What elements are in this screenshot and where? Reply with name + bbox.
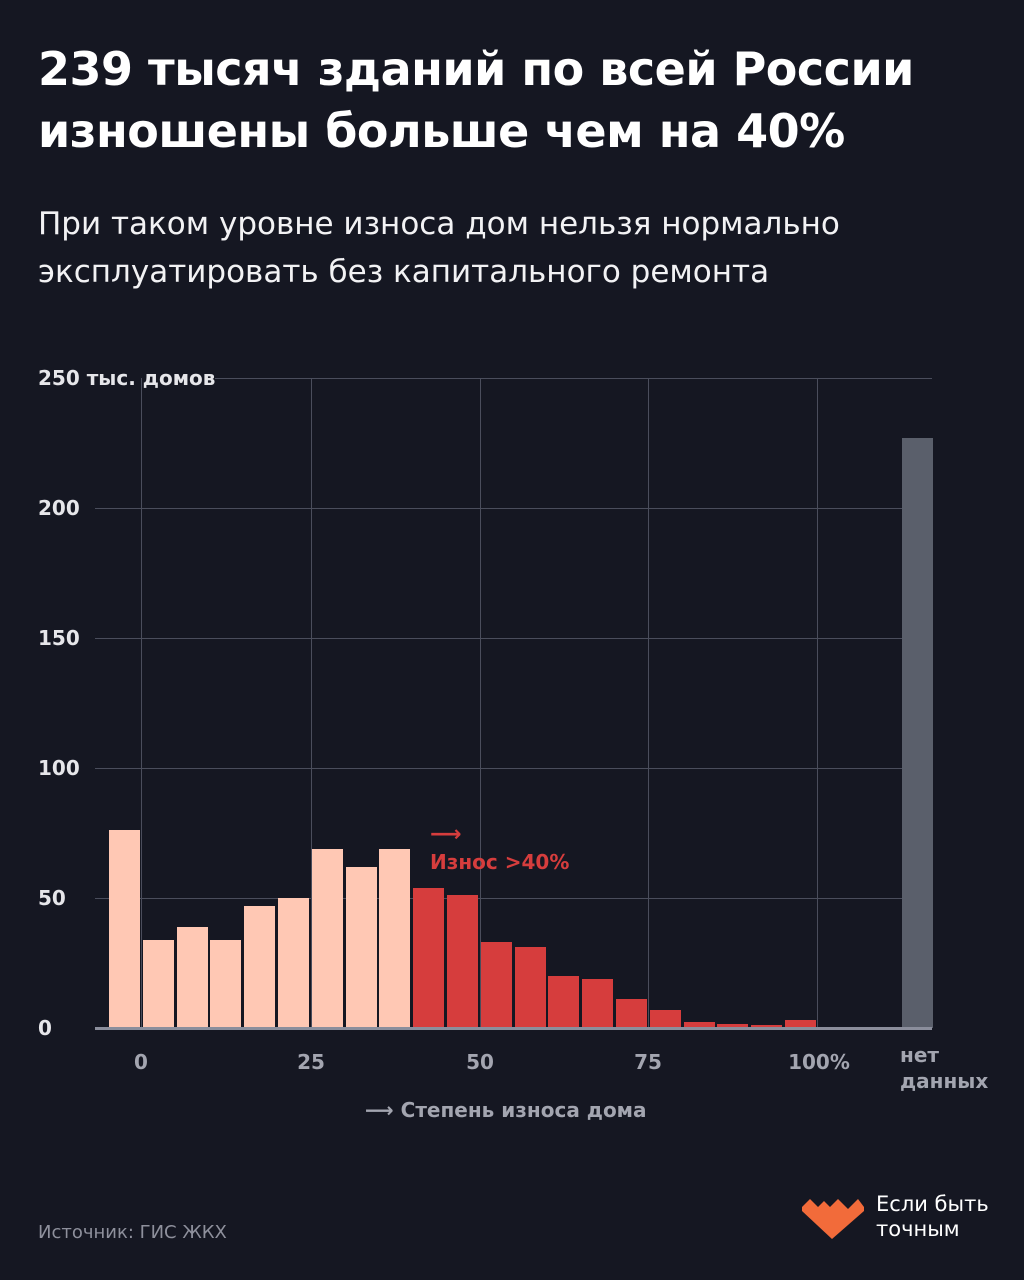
histogram-bar <box>413 887 445 1028</box>
y-tick-150: 150 <box>38 626 80 650</box>
histogram-bar <box>176 926 208 1028</box>
y-tick-0: 0 <box>38 1016 52 1040</box>
gridline-x-50 <box>480 378 481 1028</box>
y-tick-200: 200 <box>38 496 80 520</box>
annotation-arrow-icon: ⟶ <box>430 822 462 847</box>
y-tick-100: 100 <box>38 756 80 780</box>
brand-name: Если быть точным <box>876 1192 989 1242</box>
histogram-bar <box>142 939 174 1028</box>
gridline-x-75 <box>648 378 649 1028</box>
page-subtitle: При таком уровне износа дом нельзя норма… <box>38 200 998 296</box>
gridline-x-25 <box>311 378 312 1028</box>
histogram-bar <box>548 976 580 1028</box>
histogram-bar <box>514 947 546 1028</box>
y-tick-50: 50 <box>38 886 66 910</box>
no-data-label-line-1: нет <box>900 1043 939 1067</box>
gridline-250 <box>215 378 932 379</box>
histogram-bar <box>717 1024 749 1028</box>
gridline-100 <box>95 768 932 769</box>
x-tick-50: 50 <box>466 1050 494 1074</box>
x-axis-title: ⟶ Степень износа дома <box>365 1098 647 1122</box>
x-tick-0: 0 <box>134 1050 148 1074</box>
histogram-bar <box>902 437 933 1028</box>
histogram-bar <box>480 942 512 1028</box>
histogram-bar <box>278 898 309 1028</box>
gridline-200 <box>95 508 932 509</box>
histogram-bar <box>447 895 478 1028</box>
y-axis-unit-label: 250 тыс. домов <box>38 366 216 390</box>
subtitle-line-1: При таком уровне износа дом нельзя норма… <box>38 206 840 242</box>
brand-logo: Если быть точным <box>800 1192 989 1242</box>
x-axis-baseline <box>95 1027 932 1030</box>
subtitle-line-2: эксплуатировать без капитального ремонта <box>38 254 770 290</box>
no-data-label: нет данных <box>900 1042 988 1094</box>
no-data-label-line-2: данных <box>900 1069 989 1093</box>
histogram-bar <box>649 1009 681 1028</box>
histogram-bar <box>582 978 614 1028</box>
histogram-bar <box>210 939 242 1028</box>
histogram-bar <box>379 848 411 1028</box>
gridline-x-0 <box>141 378 142 1028</box>
histogram-bar <box>311 848 343 1028</box>
histogram-bar <box>751 1025 783 1028</box>
histogram-bar <box>785 1020 816 1028</box>
brand-name-line-1: Если быть <box>876 1192 989 1216</box>
brand-name-line-2: точным <box>876 1217 960 1241</box>
x-tick-25: 25 <box>297 1050 325 1074</box>
histogram-bar <box>616 999 647 1028</box>
title-line-1: 239 тысяч зданий по всей России <box>38 42 914 96</box>
annotation-label: Износ >40% <box>430 850 570 874</box>
gridline-150 <box>95 638 932 639</box>
histogram-bar <box>244 905 276 1028</box>
x-tick-75: 75 <box>634 1050 662 1074</box>
title-line-2: изношены больше чем на 40% <box>38 104 845 158</box>
histogram-bar <box>109 830 140 1028</box>
source-note: Источник: ГИС ЖКХ <box>38 1222 227 1243</box>
heart-logo-icon <box>802 1199 864 1239</box>
page-title: 239 тысяч зданий по всей России изношены… <box>38 38 998 162</box>
x-tick-100: 100% <box>788 1050 850 1074</box>
histogram-bar <box>345 866 377 1028</box>
gridline-x-100 <box>817 378 818 1028</box>
histogram-bar <box>683 1021 715 1028</box>
gridline-50 <box>95 898 932 899</box>
